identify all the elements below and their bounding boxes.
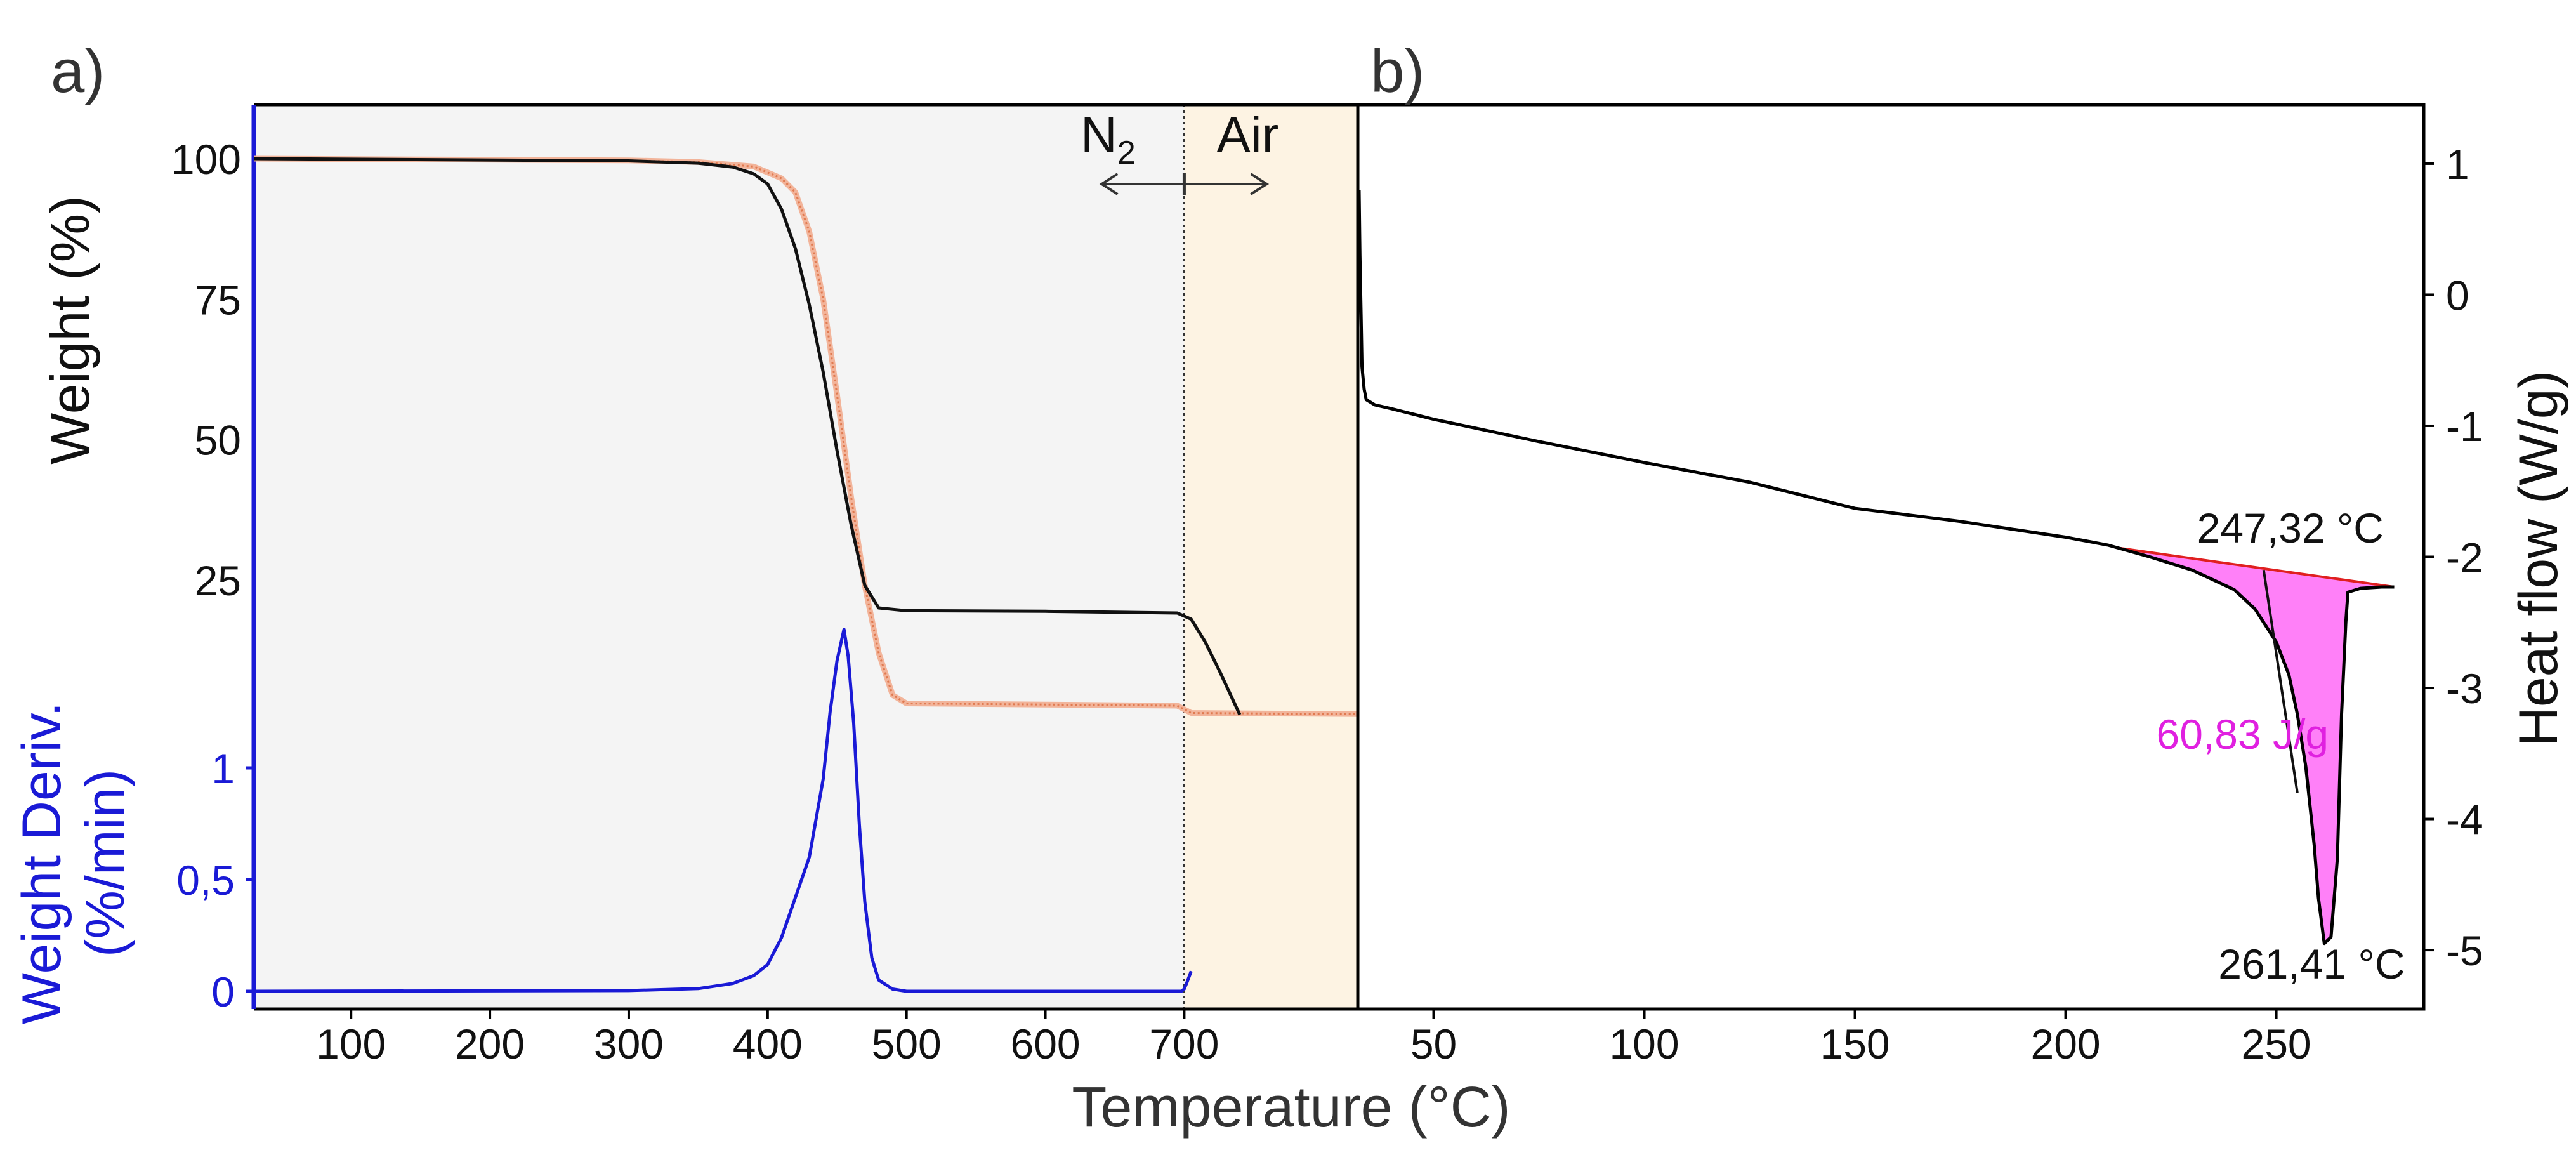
- deriv-axis-label-line1: Weight Deriv.: [11, 702, 72, 1024]
- x-tick-label: 50: [1410, 1020, 1457, 1067]
- x-tick-label: 600: [1010, 1020, 1080, 1067]
- panel-a-label: a): [51, 37, 105, 105]
- weight-black-line: [253, 157, 1242, 716]
- y-tick-label: 0: [2446, 272, 2469, 319]
- deriv-tick-label: 1: [211, 745, 235, 792]
- y-tick-label: -3: [2446, 665, 2483, 712]
- heat-flow-line: [1357, 190, 2395, 946]
- x-tick-label: 250: [2242, 1020, 2311, 1067]
- x-tick-label: 150: [1820, 1020, 1889, 1067]
- panel-b: b) 50 100 150 200 250 1 0 -1 -2 -3 -4 -5 Heat flow…: [1356, 37, 2569, 1067]
- peak-temperature-label: 261,41 °C: [2218, 940, 2405, 987]
- n2-arrow-head: [1099, 173, 1119, 195]
- deriv-tick-label: 0: [211, 968, 235, 1015]
- weight-y-ticks: 25 50 75 100: [171, 136, 241, 604]
- n2-label-main: N: [1081, 107, 1117, 163]
- air-region-background: [1184, 105, 1358, 1009]
- onset-tangent-line: [2262, 569, 2299, 793]
- deriv-y-ticks: 00,51: [176, 745, 254, 1015]
- x-tick-label: 700: [1149, 1020, 1219, 1067]
- air-arrow-head: [1250, 173, 1270, 195]
- weight-tick-label: 75: [195, 276, 241, 323]
- weight-axis-label: Weight (%): [40, 195, 101, 465]
- y-tick-label: -2: [2446, 534, 2483, 581]
- peak-area-fill: [2116, 548, 2395, 944]
- x-tick-label: 100: [1609, 1020, 1679, 1067]
- heat-flow-axis-label: Heat flow (W/g): [2508, 371, 2569, 747]
- x-tick-label: 200: [2031, 1020, 2101, 1067]
- enthalpy-label: 60,83 J/g: [2157, 711, 2329, 758]
- x-tick-label: 400: [733, 1020, 803, 1067]
- y-tick-label: -1: [2446, 403, 2483, 450]
- air-region-label: Air: [1217, 107, 1279, 163]
- n2-region-background: [254, 105, 1185, 1009]
- weight-tick-label: 25: [195, 557, 241, 604]
- panel-b-x-ticks: 50 100 150 200 250: [1410, 1009, 2311, 1067]
- panel-b-frame: [1356, 103, 2426, 1011]
- weight-tick-label: 100: [171, 136, 241, 183]
- panel-b-label: b): [1370, 37, 1424, 105]
- n2-label-subscript: 2: [1117, 135, 1136, 171]
- x-axis-label: Temperature (°C): [1072, 1076, 1510, 1139]
- weight-orange-line: [253, 157, 1358, 715]
- deriv-tick-label: 0,5: [176, 857, 235, 904]
- panel-a-x-ticks: 100 200 300 400 500 600 700: [316, 1009, 1219, 1067]
- weight-tick-label: 50: [195, 417, 241, 464]
- derivative-blue-line: [253, 628, 1193, 993]
- x-tick-label: 300: [594, 1020, 664, 1067]
- y-tick-label: -4: [2446, 796, 2483, 843]
- x-tick-label: 500: [872, 1020, 942, 1067]
- peak-area-polygon: [2116, 548, 2395, 944]
- atmosphere-arrows: [1099, 173, 1270, 195]
- x-tick-label: 100: [316, 1020, 386, 1067]
- deriv-axis-label-line2: (%/min): [75, 769, 136, 957]
- y-tick-label: -5: [2446, 927, 2483, 974]
- x-tick-label: 200: [455, 1020, 525, 1067]
- onset-temperature-label: 247,32 °C: [2197, 505, 2384, 551]
- panel-b-series: [1357, 190, 2395, 946]
- panel-a-series: [253, 155, 1358, 993]
- y-tick-label: 1: [2446, 141, 2469, 188]
- heat-flow-y-ticks: 1 0 -1 -2 -3 -4 -5: [2424, 141, 2483, 974]
- n2-region-label: N2: [1081, 107, 1136, 171]
- baseline-red-line: [2116, 546, 2395, 588]
